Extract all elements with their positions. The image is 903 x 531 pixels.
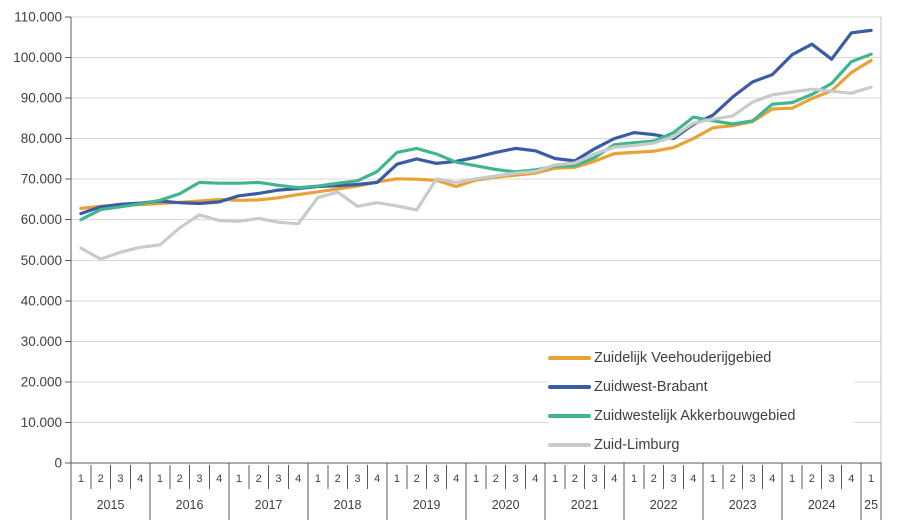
year-label: 25 [864,498,878,512]
quarter-label: 1 [789,473,795,485]
quarter-label: 3 [196,473,202,485]
quarter-label: 2 [651,473,657,485]
legend-swatch-blue [548,384,591,389]
quarter-label: 2 [572,473,578,485]
quarter-label: 2 [414,473,420,485]
quarter-label: 2 [335,473,341,485]
quarter-label: 4 [848,473,854,485]
y-axis-tick-label: 10.000 [21,415,62,430]
quarter-label: 4 [216,473,222,485]
legend: Zuidelijk Veehouderijgebied Zuidwest-Bra… [548,343,854,460]
gridlines [71,16,882,463]
quarter-label: 4 [769,473,775,485]
year-label: 2023 [729,498,757,512]
quarter-label: 3 [512,473,518,485]
quarter-label: 3 [117,473,123,485]
legend-label: Zuidwest-Brabant [594,378,708,395]
legend-label: Zuidelijk Veehouderijgebied [594,349,772,366]
legend-swatch-orange [548,355,591,360]
y-axis-tick-label: 50.000 [21,253,62,268]
legend-item: Zuidwestelijk Akkerbouwgebied [548,402,854,431]
series-line-zuidwest-brabant [79,28,873,216]
legend-item: Zuidwest-Brabant [548,372,854,401]
quarter-label: 2 [98,473,104,485]
year-label: 2015 [97,498,125,512]
y-axis-tick-label: 90.000 [21,91,62,106]
quarter-label: 1 [78,473,84,485]
quarter-label: 1 [157,473,163,485]
y-axis-tick-label: 60.000 [21,212,62,227]
quarter-label: 1 [473,473,479,485]
year-label: 2016 [176,498,204,512]
year-label: 2021 [571,498,599,512]
quarter-label: 3 [275,473,281,485]
quarter-label: 3 [591,473,597,485]
y-axis-tick-label: 70.000 [21,172,62,187]
y-axis-tick-label: 0 [54,456,62,471]
year-label: 2022 [650,498,678,512]
series-line-zuidwestelijk-akkerbouwgebied [79,52,873,222]
quarter-label: 3 [750,473,756,485]
quarter-label: 4 [295,473,301,485]
quarter-label: 4 [453,473,459,485]
axes [65,16,882,520]
legend-swatch-green [548,414,591,419]
quarter-label: 4 [690,473,696,485]
year-label: 2019 [413,498,441,512]
quarter-label: 3 [354,473,360,485]
quarter-label: 1 [631,473,637,485]
quarter-label: 4 [611,473,617,485]
quarter-label: 2 [177,473,183,485]
quarter-label: 3 [670,473,676,485]
quarter-label: 3 [433,473,439,485]
y-axis-tick-label: 20.000 [21,374,62,389]
legend-item: Zuidelijk Veehouderijgebied [548,343,854,372]
quarter-label: 1 [868,473,874,485]
quarter-label: 1 [710,473,716,485]
quarter-label: 2 [809,473,815,485]
y-axis-tick-label: 100.000 [13,50,62,65]
series-line-zuid-limburg [79,85,873,261]
year-label: 2017 [255,498,283,512]
quarter-label: 4 [137,473,143,485]
quarter-label: 1 [315,473,321,485]
quarter-label: 2 [493,473,499,485]
series-lines [79,28,873,261]
quarter-label: 3 [829,473,835,485]
year-label: 2018 [334,498,362,512]
year-label: 2020 [492,498,520,512]
y-axis-tick-label: 30.000 [21,334,62,349]
legend-label: Zuidwestelijk Akkerbouwgebied [594,408,796,425]
quarter-label: 4 [532,473,538,485]
legend-label: Zuid-Limburg [594,437,680,454]
quarter-label: 1 [394,473,400,485]
y-axis-tick-label: 40.000 [21,293,62,308]
legend-item: Zuid-Limburg [548,431,854,460]
legend-swatch-gray [548,443,591,448]
y-axis-tick-label: 110.000 [14,10,62,25]
quarter-label: 2 [730,473,736,485]
quarter-label: 1 [236,473,242,485]
year-label: 2024 [808,498,836,512]
y-axis-tick-label: 80.000 [21,131,62,146]
axis-labels: 0 10.000 20.000 30.000 40.000 50.000 60.000 70.… [13,10,878,513]
quarter-label: 1 [552,473,558,485]
quarter-label: 4 [374,473,380,485]
quarter-label: 2 [256,473,262,485]
